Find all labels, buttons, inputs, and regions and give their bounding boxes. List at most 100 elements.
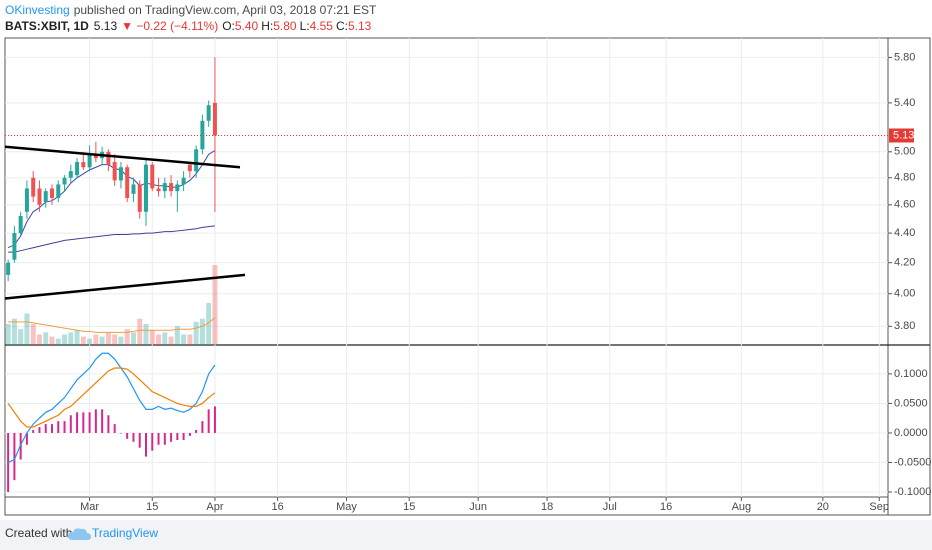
volume-bar bbox=[156, 334, 162, 345]
trendline bbox=[4, 273, 246, 300]
macd-histogram bbox=[182, 432, 185, 441]
volume-bar bbox=[87, 338, 93, 345]
candle-body bbox=[6, 262, 11, 275]
volume-bar bbox=[68, 332, 74, 345]
candle-body bbox=[118, 167, 123, 181]
candle-body bbox=[212, 102, 217, 136]
candle-body bbox=[43, 191, 48, 203]
candle-body bbox=[162, 183, 167, 192]
y-tick-label: 4.40 bbox=[894, 227, 915, 239]
trendline bbox=[4, 145, 241, 169]
candle-body bbox=[175, 184, 180, 192]
y-tick-label: 4.80 bbox=[894, 172, 915, 184]
candle-body bbox=[106, 151, 111, 165]
candle-body bbox=[194, 149, 199, 172]
candle-body bbox=[24, 188, 29, 212]
macd-histogram bbox=[101, 409, 104, 433]
macd-histogram bbox=[207, 409, 210, 433]
brand[interactable]: TradingView bbox=[92, 526, 158, 540]
last-price-tag bbox=[889, 128, 914, 143]
ohlc-value: 5.13 bbox=[348, 19, 372, 33]
moving-average bbox=[8, 225, 215, 253]
macd-histogram bbox=[38, 427, 41, 433]
volume-bar bbox=[130, 332, 136, 345]
moving-average bbox=[7, 150, 216, 249]
x-tick-label: Apr bbox=[206, 501, 223, 513]
macd-histogram bbox=[170, 432, 173, 442]
x-tick-label: 18 bbox=[541, 501, 553, 513]
macd-histogram bbox=[157, 432, 160, 445]
macd-histogram bbox=[195, 430, 198, 433]
volume-bar bbox=[30, 323, 36, 345]
macd-histogram bbox=[119, 432, 122, 434]
ohlc-value: 4.55 bbox=[310, 19, 334, 33]
ohlc-value: 5.80 bbox=[273, 19, 297, 33]
macd-histogram bbox=[107, 415, 110, 433]
volume-bar bbox=[112, 334, 118, 345]
volume-bar bbox=[143, 323, 149, 345]
volume-bar bbox=[74, 330, 80, 345]
ohlc-label: C: bbox=[336, 19, 348, 33]
last: 5.13 bbox=[94, 19, 118, 33]
signal-line bbox=[7, 367, 216, 428]
volume-bar bbox=[137, 318, 143, 345]
x-tick-label: 15 bbox=[403, 501, 415, 513]
macd-tick-label: -0.1000 bbox=[894, 486, 931, 498]
candle-body bbox=[156, 188, 161, 192]
candle-body bbox=[206, 105, 211, 121]
candle-body bbox=[169, 183, 174, 192]
macd-histogram bbox=[51, 424, 54, 433]
x-tick-label: 16 bbox=[660, 501, 672, 513]
volume-ma bbox=[8, 317, 216, 333]
candle-body bbox=[144, 164, 149, 212]
y-tick-label: 5.40 bbox=[894, 97, 915, 109]
macd-histogram bbox=[145, 432, 148, 457]
candle-body bbox=[187, 164, 192, 172]
macd-histogram bbox=[69, 415, 72, 433]
volume-bar bbox=[193, 321, 199, 345]
candle-body bbox=[50, 188, 55, 198]
x-tick-label: 16 bbox=[271, 501, 283, 513]
macd-tick-label: -0.0500 bbox=[894, 456, 931, 468]
macd-histogram bbox=[57, 421, 60, 433]
macd-histogram bbox=[76, 412, 79, 433]
publisher: OKinvesting bbox=[5, 3, 70, 17]
footer-bar bbox=[0, 520, 932, 550]
macd-histogram bbox=[213, 406, 216, 433]
volume-bar bbox=[187, 334, 193, 345]
volume-bar bbox=[99, 336, 105, 345]
macd-histogram bbox=[82, 412, 85, 433]
x-tick-label: Aug bbox=[732, 501, 752, 513]
y-tick-label: 4.20 bbox=[894, 257, 915, 269]
volume-bar bbox=[24, 313, 30, 345]
volume-bar bbox=[105, 332, 111, 345]
change: ▼ −0.22 (−4.11%) bbox=[121, 19, 218, 33]
macd-line bbox=[7, 352, 216, 464]
x-tick-label: 15 bbox=[146, 501, 158, 513]
ohlc-label: H: bbox=[261, 19, 273, 33]
macd-histogram bbox=[176, 432, 179, 441]
candle-body bbox=[81, 162, 86, 168]
candle-body bbox=[150, 164, 155, 189]
volume-bar bbox=[36, 334, 42, 345]
macd-histogram bbox=[25, 432, 28, 445]
macd-histogram bbox=[32, 430, 35, 433]
macd-histogram bbox=[88, 412, 91, 433]
macd-histogram bbox=[201, 421, 204, 433]
volume-bar bbox=[206, 302, 212, 345]
volume-bar bbox=[199, 318, 205, 345]
logo[interactable] bbox=[68, 528, 91, 540]
volume-bar bbox=[62, 334, 68, 345]
x-tick-label: Jun bbox=[469, 501, 487, 513]
macd-histogram bbox=[126, 432, 129, 439]
symbol-line: BATS:XBIT, 1D 5.13 ▼ −0.22 (−4.11%) O:5.40 H… bbox=[5, 19, 372, 33]
volume-bar bbox=[212, 265, 218, 345]
macd-histogram bbox=[138, 432, 141, 448]
volume-bar bbox=[124, 329, 130, 345]
candle-body bbox=[62, 177, 67, 185]
macd-histogram bbox=[13, 432, 16, 481]
candle-body bbox=[181, 177, 186, 185]
candle-body bbox=[93, 154, 98, 159]
